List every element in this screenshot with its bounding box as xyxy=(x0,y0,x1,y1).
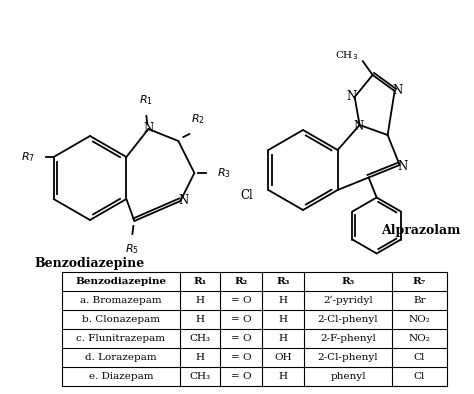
Text: a. Bromazepam: a. Bromazepam xyxy=(80,296,162,305)
Text: 2ʹ-pyridyl: 2ʹ-pyridyl xyxy=(323,296,373,305)
Text: d. Lorazepam: d. Lorazepam xyxy=(85,353,157,362)
Text: = O: = O xyxy=(231,372,251,381)
Text: NO₂: NO₂ xyxy=(409,334,430,343)
Text: Benzodiazepine: Benzodiazepine xyxy=(35,256,145,269)
Text: Benzodiazepine: Benzodiazepine xyxy=(75,277,166,286)
Text: 2-F-phenyl: 2-F-phenyl xyxy=(320,334,376,343)
Text: OH: OH xyxy=(274,353,292,362)
Text: R₃: R₃ xyxy=(276,277,290,286)
Text: N: N xyxy=(143,123,154,136)
Text: N: N xyxy=(398,160,408,173)
Text: R₂: R₂ xyxy=(234,277,247,286)
Text: = O: = O xyxy=(231,315,251,324)
Text: H: H xyxy=(279,334,288,343)
Text: H: H xyxy=(195,353,204,362)
Text: e. Diazepam: e. Diazepam xyxy=(89,372,153,381)
Text: N: N xyxy=(354,119,364,132)
Text: Cl: Cl xyxy=(414,353,425,362)
Text: R$_2$: R$_2$ xyxy=(191,112,205,126)
Text: H: H xyxy=(195,296,204,305)
Text: H: H xyxy=(279,372,288,381)
Text: = O: = O xyxy=(231,353,251,362)
Text: CH₃: CH₃ xyxy=(190,372,210,381)
Text: = O: = O xyxy=(231,334,251,343)
Text: N: N xyxy=(346,91,357,104)
Text: R$_5$: R$_5$ xyxy=(125,242,139,256)
Text: phenyl: phenyl xyxy=(330,372,366,381)
Text: N: N xyxy=(392,84,403,97)
Text: CH₃: CH₃ xyxy=(190,334,210,343)
Text: R₇: R₇ xyxy=(413,277,426,286)
Text: Br: Br xyxy=(413,296,426,305)
Text: Alprazolam: Alprazolam xyxy=(381,223,460,236)
Text: b. Clonazepam: b. Clonazepam xyxy=(82,315,160,324)
Text: H: H xyxy=(279,315,288,324)
Text: R₁: R₁ xyxy=(193,277,207,286)
Text: = O: = O xyxy=(231,296,251,305)
Text: CH$_3$: CH$_3$ xyxy=(336,50,359,62)
Text: R₅: R₅ xyxy=(341,277,355,286)
Text: H: H xyxy=(279,296,288,305)
Text: NO₂: NO₂ xyxy=(409,315,430,324)
Text: c. Flunitrazepam: c. Flunitrazepam xyxy=(76,334,165,343)
Text: H: H xyxy=(195,315,204,324)
Text: Cl: Cl xyxy=(414,372,425,381)
Text: Cl: Cl xyxy=(240,188,253,201)
Text: 2-Cl-phenyl: 2-Cl-phenyl xyxy=(318,353,378,362)
Text: 2-Cl-phenyl: 2-Cl-phenyl xyxy=(318,315,378,324)
Text: N: N xyxy=(178,195,189,208)
Text: R$_1$: R$_1$ xyxy=(139,93,154,107)
Text: R$_7$: R$_7$ xyxy=(20,150,35,164)
Text: R$_3$: R$_3$ xyxy=(218,166,231,180)
